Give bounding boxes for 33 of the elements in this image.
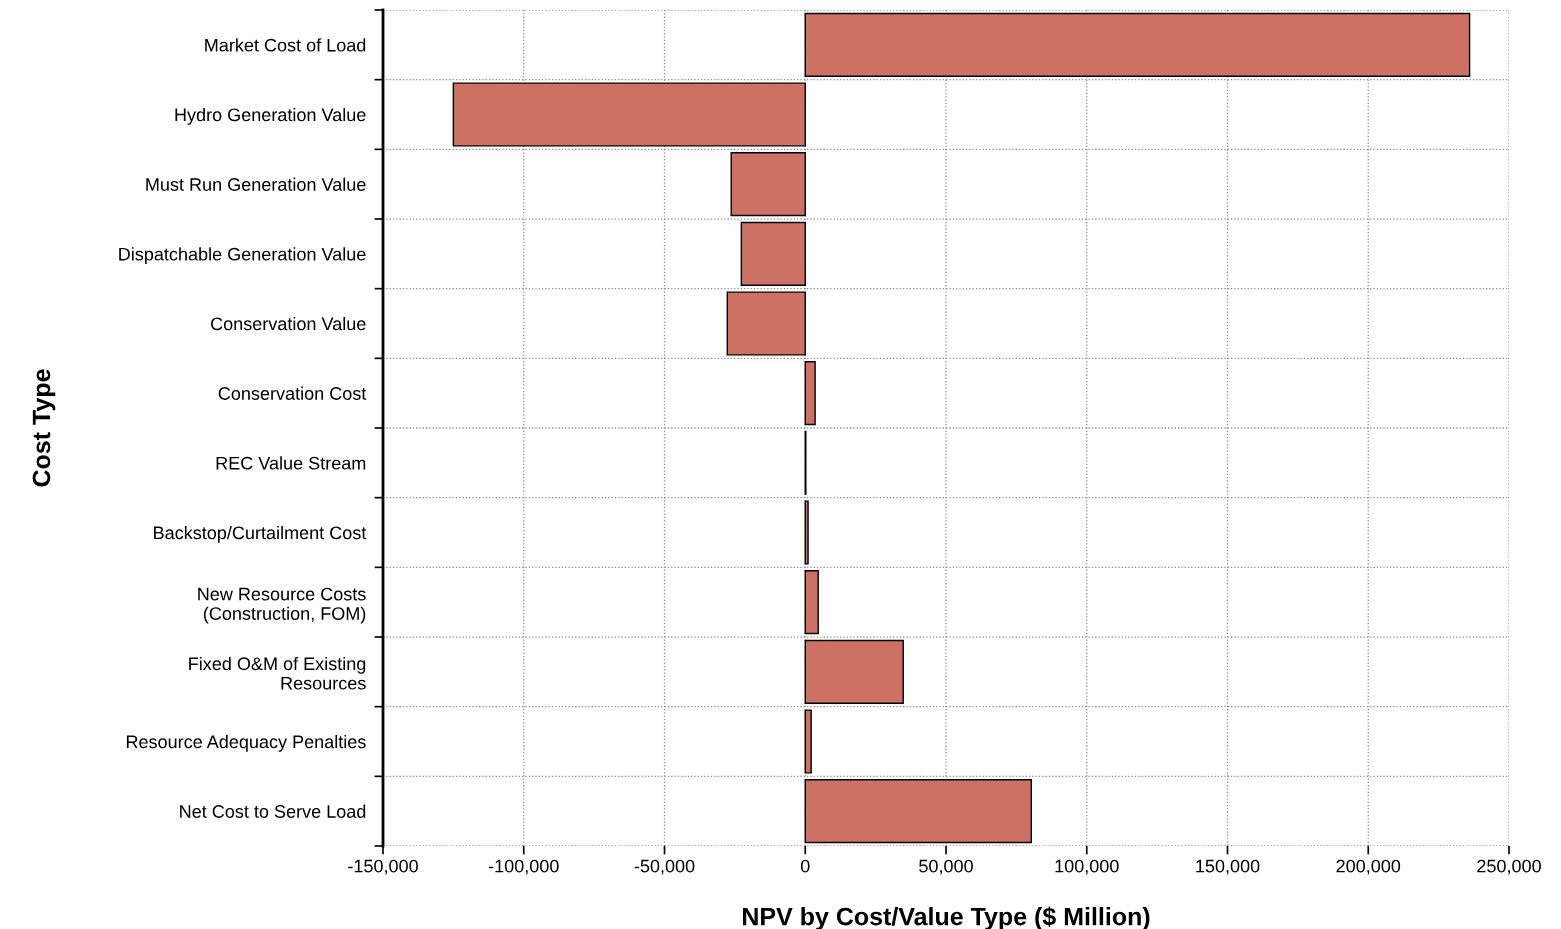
x-tick-label: 200,000 [1336,859,1401,875]
y-axis-title: Cost Type [32,369,56,487]
x-tick-label: 250,000 [1477,859,1541,875]
bar [740,221,806,286]
y-tick-label: New Resource Costs (Construction, FOM) [198,587,366,624]
x-tick-label: 100,000 [1055,859,1119,875]
x-tick-label: 150,000 [1196,859,1260,875]
y-tick-label: Fixed O&M of Existing Resources [189,656,366,690]
x-tick-label: 0 [800,859,810,873]
bar [804,570,819,635]
bar [452,82,806,147]
bar [726,291,806,356]
y-tick-label: Must Run Generation Value [146,177,366,191]
y-tick-label: Conservation Cost [218,386,367,400]
bar [804,639,904,704]
y-tick-label: Market Cost of Load [205,38,366,52]
y-tick-label: Backstop/Curtailment Cost [154,525,367,543]
bar [804,12,1471,77]
bar [804,361,816,426]
y-tick-label: REC Value Stream [216,456,366,470]
y-tick-label: Conservation Value [211,316,366,331]
y-tick-label: Net Cost to Serve Load [180,804,366,818]
bar [804,500,809,565]
x-tick-label: -150,000 [348,859,418,875]
x-tick-label: -100,000 [488,859,559,875]
bar [730,152,806,217]
y-tick-label: Resource Adequacy Penalties [126,734,366,752]
bar [804,709,812,774]
bar [804,779,1032,844]
x-tick-label: 50,000 [919,859,973,875]
x-tick-label: -50,000 [634,859,695,875]
y-tick-label: Dispatchable Generation Value [119,247,366,265]
y-tick-label: Hydro Generation Value [175,107,366,125]
